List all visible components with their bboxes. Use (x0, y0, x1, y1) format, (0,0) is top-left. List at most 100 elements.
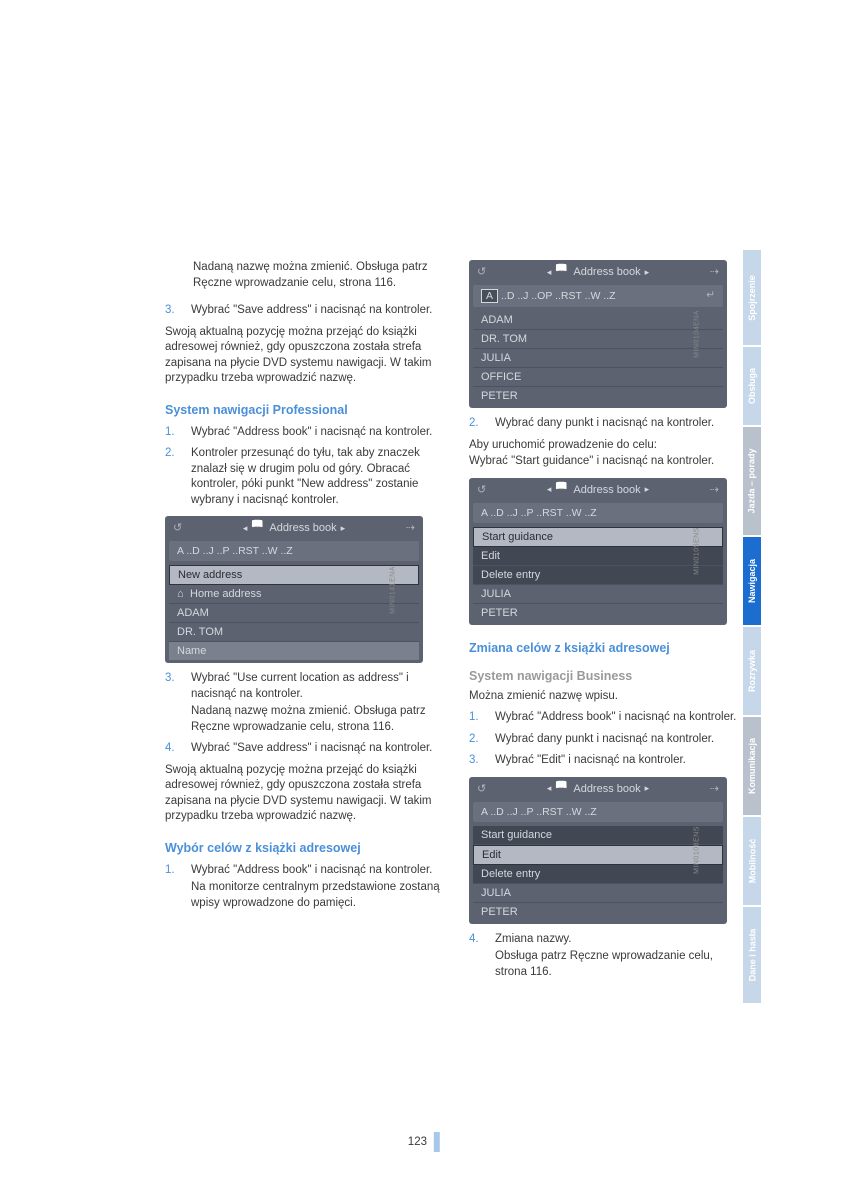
screenshot-header: ◂ Address book ▸ (469, 777, 727, 801)
book-icon (555, 784, 569, 794)
section-heading-wybor: Wybór celów z książki adresowej (165, 841, 441, 855)
list-text: Kontroler przesunąć do tyłu, tak aby zna… (191, 446, 441, 508)
sidebar-tab-label: Nawigacja (747, 559, 757, 603)
list-number: 1. (165, 863, 179, 912)
paragraph: Aby uruchomić prowadzenie do celu: (469, 438, 745, 454)
intro-text: Nadaną nazwę można zmienić. Obsługa patr… (193, 260, 441, 291)
sidebar-tab[interactable]: Obsługa (743, 347, 761, 425)
screenshot-title: Address book (573, 783, 640, 795)
screenshot-list: New address ⌂Home address ADAM DR. TOM N… (169, 565, 419, 660)
list-row: JULIA (473, 884, 723, 903)
left-column: Nadaną nazwę można zmienić. Obsługa patr… (165, 260, 441, 986)
list-number: 3. (165, 303, 179, 319)
list-text: Wybrać "Address book" i nacisnąć na kont… (495, 710, 745, 726)
screenshot-filter-row: A ..D ..J ..P ..RST ..W ..Z (169, 541, 419, 561)
screenshot-title: Address book (573, 484, 640, 496)
list-item-2: 2. Kontroler przesunąć do tyłu, tak aby … (165, 446, 441, 508)
list-row: JULIA (473, 585, 723, 604)
list-row: PETER (473, 903, 723, 921)
list-number: 4. (469, 932, 483, 981)
page-bar-icon (434, 1132, 440, 1152)
image-label: MIN0141ENA (390, 566, 397, 614)
section-heading-business: System nawigacji Business (469, 669, 745, 683)
list-row: ⌂Home address (169, 585, 419, 604)
list-text: Wybrać "Address book" i nacisnąć na kont… (191, 425, 441, 441)
chevron-right-icon: ▸ (341, 523, 346, 534)
image-label: MIN0105ENS (694, 527, 701, 575)
sidebar-tab[interactable]: Mobilność (743, 817, 761, 905)
row-text: Home address (190, 588, 262, 600)
intro-note: Nadaną nazwę można zmienić. Obsługa patr… (193, 260, 441, 297)
list-item-1: 1. Wybrać "Address book" i nacisnąć na k… (469, 710, 745, 726)
step-main: Zmiana nazwy. (495, 932, 745, 948)
screenshot-address-book-4: ↺ ⇢ ◂ Address book ▸ A ..D ..J ..P ..RST… (469, 777, 727, 924)
list-text: Wybrać "Use current location as address"… (191, 671, 441, 735)
list-number: 3. (469, 753, 483, 769)
list-row: DR. TOM (473, 330, 723, 349)
section-heading-professional: System nawigacji Professional (165, 403, 441, 417)
book-icon (555, 267, 569, 277)
sidebar-tab[interactable]: Jazda – porady (743, 427, 761, 535)
list-item-3: 3. Wybrać "Save address" i nacisnąć na k… (165, 303, 441, 319)
screenshot-header: ◂ Address book ▸ (469, 260, 727, 284)
sidebar-tab-label: Jazda – porady (747, 448, 757, 513)
list-row-highlighted: Start guidance (473, 527, 723, 547)
list-text: Wybrać dany punkt i nacisnąć na kontrole… (495, 732, 745, 748)
sidebar-tab[interactable]: Spojrzenie (743, 250, 761, 345)
list-item-1: 1. Wybrać "Address book" i nacisnąć na k… (165, 425, 441, 441)
paragraph: Swoją aktualną pozycję można przejąć do … (165, 763, 441, 825)
list-number: 4. (165, 741, 179, 757)
list-number: 2. (165, 446, 179, 508)
screenshot-filter-row: A..D ..J ..OP ..RST ..W ..Z ↵ (473, 285, 723, 307)
list-row: PETER (473, 387, 723, 405)
list-row-highlighted: New address (169, 565, 419, 585)
list-row: ADAM (473, 311, 723, 330)
screenshot-address-book-3: ↺ ⇢ ◂ Address book ▸ A ..D ..J ..P ..RST… (469, 478, 727, 625)
sidebar-tabs: Spojrzenie Obsługa Jazda – porady Nawigacja… (743, 250, 763, 1005)
paragraph: Wybrać "Start guidance" i nacisnąć na ko… (469, 454, 745, 470)
chevron-left-icon: ◂ (547, 267, 552, 278)
sidebar-tab[interactable]: Komunikacja (743, 717, 761, 815)
screenshot-address-book-1: ↺ ⇢ ◂ Address book ▸ A ..D ..J ..P ..RST… (165, 516, 423, 663)
list-row: Edit (473, 547, 723, 566)
book-icon (555, 485, 569, 495)
list-text: Wybrać "Edit" i nacisnąć na kontroler. (495, 753, 745, 769)
chevron-right-icon: ▸ (645, 783, 650, 794)
list-number: 1. (165, 425, 179, 441)
paragraph: Swoją aktualną pozycję można przejąć do … (165, 325, 441, 387)
filter-text: ..D ..J ..OP ..RST ..W ..Z (501, 290, 616, 302)
image-label: MIN0104ENA (694, 310, 701, 358)
enter-icon: ↵ (706, 289, 715, 301)
sidebar-tab-label: Rozrywka (747, 650, 757, 692)
sidebar-tab[interactable]: Nawigacja (743, 537, 761, 625)
list-text: Wybrać "Address book" i nacisnąć na kont… (191, 863, 441, 912)
screenshot-filter-row: A ..D ..J ..P ..RST ..W ..Z (473, 802, 723, 822)
screenshot-list: ADAM DR. TOM JULIA OFFICE PETER (473, 311, 723, 405)
list-item-2: 2. Wybrać dany punkt i nacisnąć na kontr… (469, 416, 745, 432)
list-row: Start guidance (473, 826, 723, 845)
chevron-left-icon: ◂ (547, 484, 552, 495)
page-content: Nadaną nazwę można zmienić. Obsługa patr… (165, 260, 745, 986)
chevron-left-icon: ◂ (547, 783, 552, 794)
step-sub: Na monitorze centralnym przedstawione zo… (191, 880, 441, 911)
section-heading-zmiana: Zmiana celów z książki adresowej (469, 641, 745, 655)
list-number: 2. (469, 416, 483, 432)
list-row: Delete entry (473, 865, 723, 884)
list-row: Delete entry (473, 566, 723, 585)
screenshot-title: Address book (573, 266, 640, 278)
sidebar-tab-label: Obsługa (747, 368, 757, 404)
sidebar-tab[interactable]: Dane i hasła (743, 907, 761, 1003)
screenshot-filter-row: A ..D ..J ..P ..RST ..W ..Z (473, 503, 723, 523)
list-row: JULIA (473, 349, 723, 368)
list-row-highlighted: Edit (473, 845, 723, 865)
step-main: Wybrać "Address book" i nacisnąć na kont… (191, 863, 441, 879)
screenshot-list: Start guidance Edit Delete entry JULIA P… (473, 826, 723, 921)
book-icon (251, 523, 265, 533)
chevron-left-icon: ◂ (243, 523, 248, 534)
list-item-3: 3. Wybrać "Use current location as addre… (165, 671, 441, 735)
sidebar-tab-label: Dane i hasła (747, 929, 757, 982)
list-row: DR. TOM (169, 623, 419, 642)
sidebar-tab[interactable]: Rozrywka (743, 627, 761, 715)
filter-selected-box: A (481, 289, 498, 303)
list-item-2: 2. Wybrać dany punkt i nacisnąć na kontr… (469, 732, 745, 748)
